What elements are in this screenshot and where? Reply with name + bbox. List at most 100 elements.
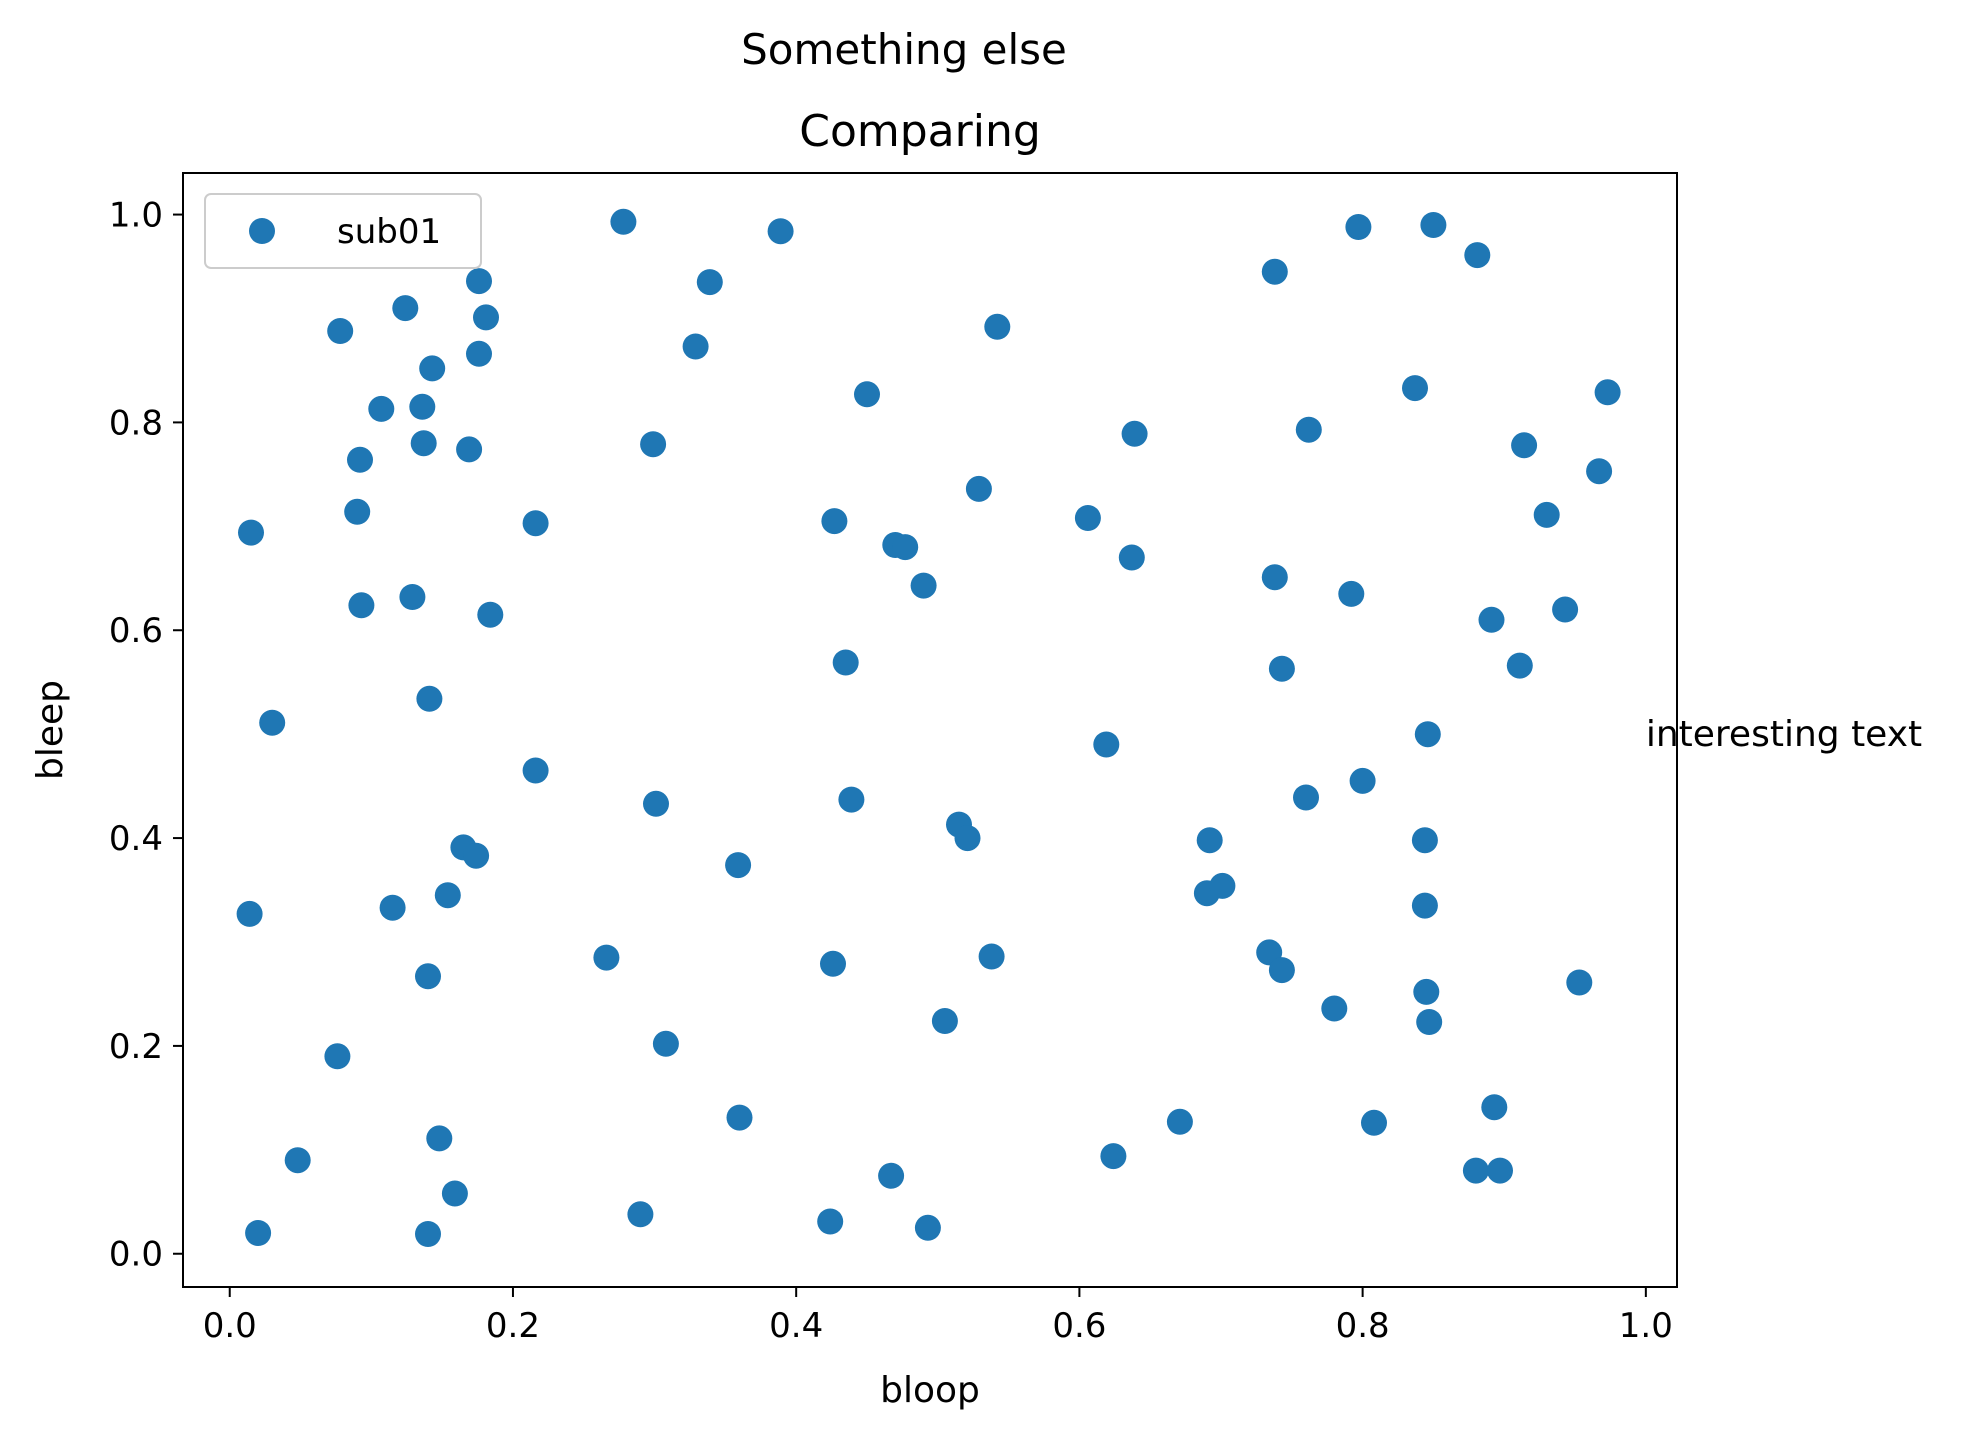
scatter-point: [854, 381, 880, 408]
scatter-point: [1209, 872, 1236, 899]
scatter-point: [1594, 379, 1621, 406]
scatter-point: [1293, 784, 1319, 811]
scatter-point: [610, 208, 637, 235]
scatter-point: [1349, 767, 1376, 794]
y-tick-label: 1.0: [109, 196, 163, 236]
y-tick-label: 0.0: [109, 1235, 163, 1275]
y-tick-label: 0.6: [109, 611, 163, 651]
scatter-point: [415, 1221, 441, 1247]
scatter-point: [767, 218, 794, 245]
scatter-point: [914, 1214, 941, 1241]
scatter-point: [1586, 458, 1613, 485]
scatter-point: [1478, 606, 1505, 633]
scatter-point: [978, 943, 1005, 970]
scatter-point: [347, 446, 373, 473]
scatter-point: [1345, 214, 1372, 240]
plot-frame: [182, 172, 1678, 1288]
scatter-point: [838, 786, 865, 813]
scatter-point: [466, 340, 492, 367]
legend: sub01: [204, 193, 482, 269]
scatter-point: [1196, 827, 1223, 854]
scatter-point: [593, 944, 620, 971]
scatter-point: [344, 498, 371, 525]
scatter-point: [368, 395, 395, 422]
scatter-point: [477, 601, 504, 628]
scatter-point: [434, 882, 461, 909]
scatter-point: [1093, 731, 1120, 758]
scatter-point: [327, 318, 354, 344]
scatter-point: [236, 900, 263, 927]
scatter-point: [1166, 1108, 1193, 1135]
scatter-point: [1295, 416, 1322, 443]
scatter-point: [820, 950, 846, 977]
scatter-point: [1402, 375, 1428, 402]
x-tick-label: 0.0: [203, 1306, 257, 1346]
scatter-point: [1552, 596, 1579, 623]
scatter-point: [1321, 995, 1348, 1022]
scatter-point: [643, 790, 669, 817]
scatter-point: [259, 709, 286, 736]
scatter-point: [379, 894, 406, 921]
scatter-point: [1100, 1143, 1127, 1170]
scatter-point: [1462, 1157, 1489, 1184]
scatter-point: [832, 649, 859, 676]
scatter-point: [1506, 652, 1533, 679]
scatter-point: [1414, 721, 1441, 748]
x-axis-label: bloop: [880, 1370, 980, 1411]
scatter-point: [441, 1180, 468, 1207]
scatter-point: [682, 333, 709, 360]
scatter-point: [522, 510, 549, 537]
scatter-point: [410, 430, 437, 457]
scatter-point: [1411, 827, 1438, 854]
scatter-point: [696, 269, 723, 296]
x-tick-label: 0.8: [1336, 1306, 1390, 1346]
scatter-point: [1074, 505, 1101, 531]
scatter-point: [473, 304, 499, 331]
scatter-point: [1411, 892, 1438, 919]
scatter-point: [1464, 242, 1491, 269]
scatter-point: [878, 1162, 905, 1189]
scatter-point: [1420, 212, 1447, 238]
scatter-points: [236, 208, 1621, 1247]
y-tick-label: 0.2: [109, 1027, 163, 1067]
chart-title: Comparing: [799, 106, 1041, 157]
y-tick-label: 0.4: [109, 819, 163, 859]
scatter-point: [463, 842, 490, 869]
scatter-point: [456, 436, 483, 463]
scatter-point: [419, 355, 446, 382]
scatter-point: [910, 572, 937, 599]
scatter-point: [1121, 420, 1148, 447]
scatter-point: [1268, 655, 1295, 682]
x-tick-label: 1.0: [1619, 1306, 1673, 1346]
scatter-point: [1261, 258, 1288, 285]
scatter-point: [652, 1030, 679, 1057]
x-tick-label: 0.2: [486, 1306, 540, 1346]
scatter-point: [1416, 1009, 1443, 1035]
scatter-point: [238, 519, 264, 546]
scatter-point: [640, 431, 667, 458]
scatter-point: [409, 393, 436, 420]
scatter-point: [1481, 1094, 1508, 1121]
legend-label-sub01: sub01: [337, 212, 441, 252]
scatter-point: [1261, 564, 1288, 591]
scatter-point: [348, 592, 375, 619]
scatter-point: [1361, 1109, 1387, 1136]
scatter-point: [426, 1125, 453, 1152]
scatter-point: [965, 475, 992, 502]
scatter-point: [415, 963, 441, 990]
y-axis-ticks: 0.0 0.2 0.4 0.6 0.8 1.0: [109, 196, 183, 1275]
scatter-point: [726, 1104, 753, 1131]
scatter-point: [1511, 432, 1538, 459]
scatter-point: [1487, 1157, 1513, 1184]
scatter-point: [892, 534, 919, 561]
x-axis-ticks: 0.0 0.2 0.4 0.6 0.8 1.0: [203, 1287, 1673, 1346]
legend-marker-sub01: [249, 218, 275, 244]
scatter-point: [245, 1220, 272, 1246]
scatter-point: [466, 268, 492, 295]
scatter-point: [1413, 978, 1440, 1005]
scatter-point: [522, 757, 549, 784]
legend-box: [204, 193, 482, 269]
scatter-point: [284, 1147, 311, 1174]
scatter-point: [416, 685, 443, 712]
